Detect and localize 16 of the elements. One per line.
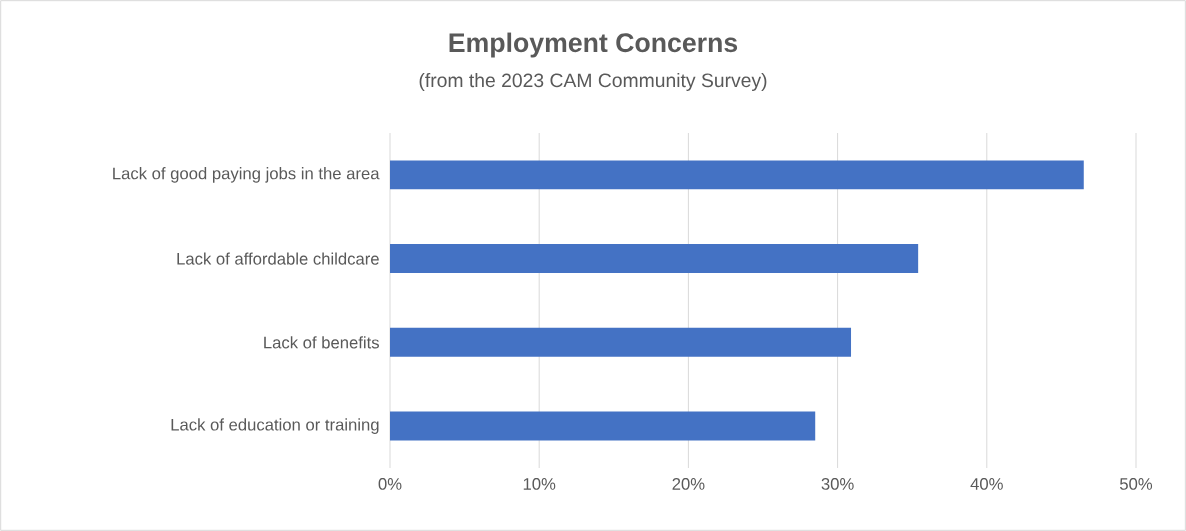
x-tick-label: 50%	[1119, 478, 1153, 490]
x-tick-label: 20%	[672, 478, 705, 490]
y-tick-label: Lack of good paying jobs in the area	[113, 167, 380, 183]
x-tick-label: 40%	[970, 478, 1003, 490]
y-tick-label: Lack of benefits	[264, 336, 379, 349]
y-tick-label: Lack of education or training	[171, 418, 379, 434]
bar	[390, 160, 1084, 190]
bar	[390, 411, 816, 441]
bar	[390, 244, 919, 274]
chart-title: Employment Concerns	[449, 32, 738, 58]
chart-subtitle: (from the 2023 CAM Community Survey)	[419, 72, 767, 91]
bar	[390, 327, 852, 357]
x-tick-label: 10%	[523, 478, 556, 490]
x-tick-label: 30%	[821, 478, 854, 490]
x-tick-label: 0%	[378, 478, 402, 490]
y-tick-label: Lack of affordable childcare	[177, 252, 379, 265]
